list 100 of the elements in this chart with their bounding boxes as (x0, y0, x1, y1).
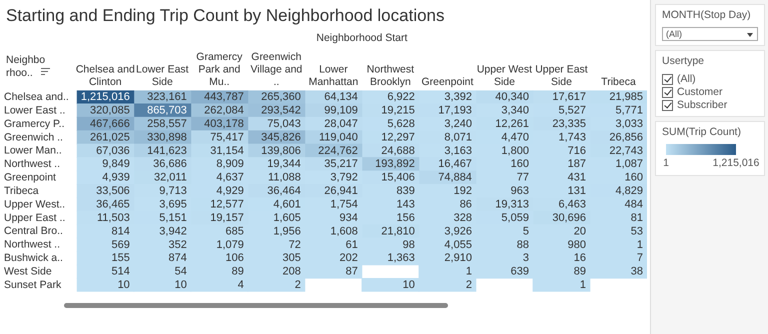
data-label: 328 (454, 212, 472, 224)
text: Subscriber (676, 99, 728, 111)
data-label: 10 (402, 279, 415, 292)
data-label: 160 (510, 158, 529, 170)
data-label: 75,043 (267, 118, 301, 130)
data-label: 89 (574, 266, 586, 278)
data-label: 12,297 (381, 131, 415, 144)
data-label: 3,340 (501, 104, 529, 117)
x-tick-label: Gramercy Park and Mu.. (196, 50, 244, 88)
data-label: 23,335 (552, 118, 586, 130)
data-label: 2 (294, 279, 301, 292)
data-label: 64,134 (324, 91, 358, 104)
text: MONTH(Stop Day) (662, 9, 752, 21)
text: (All) (662, 27, 758, 41)
data-label: 36,464 (267, 185, 301, 198)
data-label: 193,892 (375, 158, 415, 170)
data-label: 293,542 (261, 104, 301, 117)
data-label: 1,087 (615, 158, 643, 170)
data-label: 187 (568, 158, 586, 170)
text: Customer (676, 86, 724, 98)
y-tick-label: Greenwich .. (4, 131, 63, 144)
data-label: 16 (574, 252, 586, 264)
data-label: 11,088 (268, 172, 301, 184)
data-label: 934 (340, 212, 358, 224)
data-label: 99,109 (324, 104, 358, 117)
data-label: 36,465 (96, 198, 130, 210)
data-label: 443,787 (204, 91, 244, 104)
data-label: 484 (624, 198, 643, 210)
data-label: 89 (232, 266, 244, 278)
data-label: 12,261 (495, 118, 529, 130)
data-label: 224,762 (318, 144, 358, 157)
data-label: 814 (111, 225, 130, 238)
data-label: 15,406 (381, 172, 415, 184)
y-axis-title: Neighborhoo.. (6, 54, 46, 80)
data-label: 81 (630, 212, 643, 224)
data-label: 467,666 (90, 118, 130, 130)
data-label: 5,628 (387, 118, 415, 130)
data-label: 3,240 (444, 118, 472, 130)
data-label: 77 (516, 172, 529, 184)
data-label: 119,040 (318, 131, 358, 144)
data-label: 1,215,016 (80, 91, 130, 104)
data-label: 639 (510, 266, 529, 278)
data-label: 19,157 (210, 212, 244, 224)
data-label: 9,713 (159, 185, 187, 198)
y-tick-label: Lower East .. (4, 104, 66, 116)
data-label: 980 (568, 238, 586, 251)
data-label: 262,084 (204, 104, 244, 117)
data-label: 963 (510, 185, 529, 198)
y-tick-label: Lower Man.. (4, 144, 62, 157)
data-label: 16,467 (438, 158, 472, 170)
data-label: 106 (225, 252, 244, 264)
y-tick-label: West Side (4, 265, 52, 278)
data-label: 26,856 (609, 131, 643, 144)
data-label: 17,617 (552, 91, 586, 104)
data-label: 21,985 (609, 91, 643, 104)
data-label: 36,686 (153, 158, 187, 170)
data-label: 139,806 (261, 144, 301, 157)
text: (All) (676, 73, 697, 85)
data-label: 403,178 (204, 118, 244, 130)
data-label: 19,313 (495, 198, 529, 210)
data-label: 160 (624, 172, 643, 184)
data-label: 569 (111, 238, 130, 251)
data-label: 4 (238, 279, 244, 292)
data-label: 874 (168, 252, 187, 264)
data-label: 87 (346, 266, 358, 278)
x-tick-label: Tribeca (601, 76, 636, 88)
data-label: 61 (346, 238, 358, 251)
data-label: 305 (282, 252, 301, 264)
data-label: 1,605 (273, 212, 301, 224)
x-tick-label: Chelsea and Clinton (76, 63, 135, 88)
data-label: 131 (568, 185, 586, 198)
data-label: 1,363 (387, 252, 415, 264)
data-label: 330,898 (147, 131, 187, 144)
y-tick-label: Upper West.. (4, 198, 66, 210)
data-label: 5,151 (159, 212, 187, 224)
data-label: 21,810 (381, 225, 415, 238)
data-label: 19,344 (267, 158, 301, 170)
data-label: 514 (111, 266, 130, 278)
data-label: 8,909 (216, 158, 244, 170)
data-label: 10 (118, 279, 130, 292)
y-tick-label: Greenpoint (4, 172, 56, 184)
data-label: 3,792 (330, 172, 358, 184)
data-label: 35,217 (324, 158, 358, 170)
data-label: 1,800 (501, 144, 529, 157)
data-label: 4,929 (216, 185, 244, 198)
data-label: 54 (174, 266, 187, 278)
chart-title: Starting and Ending Trip Count by Neighborhood locations (6, 6, 445, 26)
x-tick-label: Greenpoint (421, 76, 474, 88)
data-label: 1,754 (330, 198, 358, 210)
y-tick-label: Tribeca (4, 184, 39, 197)
data-label: 2 (466, 279, 472, 292)
data-label: 320,085 (90, 104, 130, 117)
data-label: 1,608 (330, 225, 358, 238)
data-label: 155 (111, 252, 130, 264)
data-label: 2,910 (444, 252, 472, 264)
data-label: 11,503 (96, 212, 130, 224)
x-tick-label: Lower East Side (136, 63, 189, 88)
data-label: 4,470 (501, 131, 529, 144)
data-label: 1,743 (558, 131, 586, 144)
data-label: 10 (174, 279, 187, 292)
